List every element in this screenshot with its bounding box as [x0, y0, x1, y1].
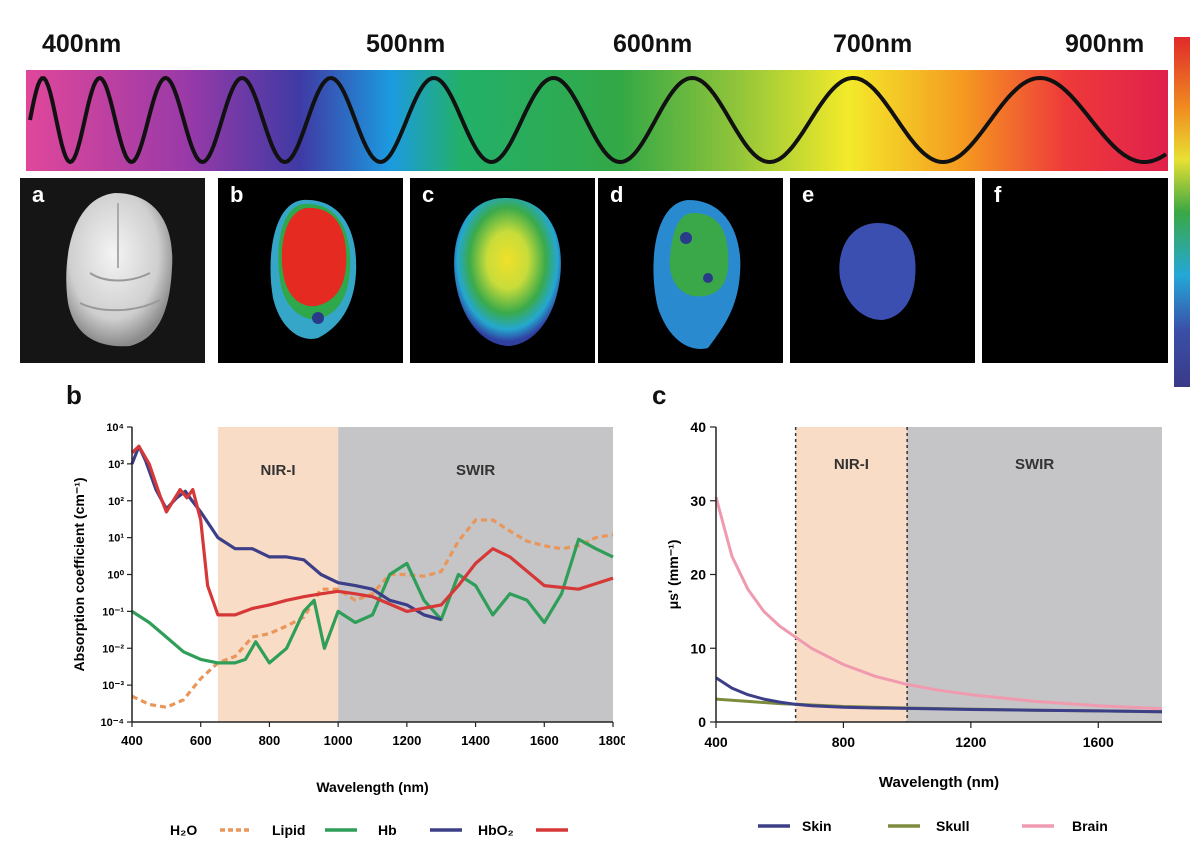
x-tick-label: 400	[704, 734, 728, 750]
panel-label-d: d	[610, 182, 624, 207]
legend-label-0: H₂O	[170, 822, 197, 838]
y-tick-label: 10⁻⁴	[101, 717, 124, 729]
visible-spectrum-bar	[26, 70, 1168, 171]
y-tick-label: 40	[690, 419, 706, 435]
y-tick-label: 30	[690, 493, 706, 509]
region-nir-i	[795, 427, 908, 722]
legend-label-1: Lipid	[272, 822, 305, 838]
panel-label-e: e	[802, 182, 815, 207]
y-tick-label: 10⁴	[106, 422, 124, 434]
y-tick-label: 20	[690, 567, 706, 583]
y-tick-label: 10⁻¹	[102, 606, 124, 618]
y-tick-label: 10²	[108, 496, 124, 508]
x-tick-label: 1600	[530, 733, 559, 748]
y-tick-label: 10⁻²	[102, 643, 124, 655]
y-tick-label: 10	[690, 640, 706, 656]
region-swir	[907, 427, 1162, 722]
panel-f-heatmap: f	[982, 178, 1168, 363]
scattering-chart: NIR-I SWIR 400 800 1200 1600 0 10 20 30 40 Wavelen…	[665, 419, 1163, 834]
region-label-swir: SWIR	[456, 462, 495, 479]
region-label-nir-i: NIR-I	[261, 462, 296, 479]
x-axis-title: Wavelength (nm)	[316, 779, 428, 795]
chart-label-c: c	[652, 380, 667, 410]
panel-label-b: b	[230, 182, 244, 207]
panel-label-f: f	[994, 182, 1002, 207]
y-tick-label: 10¹	[108, 533, 124, 545]
panel-label-a: a	[32, 182, 45, 207]
panel-c-heatmap: c	[410, 178, 595, 363]
x-tick-label: 1200	[955, 734, 986, 750]
x-tick-label: 400	[121, 733, 143, 748]
y-axis-title: Absorption coefficient (cm⁻¹)	[71, 477, 87, 671]
wavelength-label-600: 600nm	[613, 30, 693, 58]
chart-label-b: b	[66, 380, 82, 410]
region-nir-i	[217, 427, 339, 722]
panel-e-heatmap: e	[790, 178, 975, 363]
x-tick-label: 800	[259, 733, 281, 748]
legend-label-2: Hb	[378, 822, 397, 838]
wavelength-label-900: 900nm	[1065, 30, 1145, 58]
series-line-1	[131, 537, 614, 665]
series-line-3	[130, 444, 614, 617]
wave-line	[28, 75, 1168, 165]
region-label-swir: SWIR	[1015, 456, 1054, 473]
y-tick-label: 10⁰	[107, 570, 124, 582]
panel-d-heatmap: d	[598, 178, 783, 363]
spectrum-gradient	[26, 70, 1168, 171]
x-tick-label: 1400	[461, 733, 490, 748]
x-tick-label: 800	[832, 734, 856, 750]
wavelength-label-700: 700nm	[833, 30, 913, 58]
series-line-0	[131, 518, 614, 709]
legend-label-3: HbO₂	[478, 822, 514, 838]
color-scale-bar	[1174, 37, 1190, 387]
series-line-2	[714, 496, 1163, 711]
y-tick-label: 10⁻³	[102, 680, 124, 692]
panel-a-brain-photo: a	[20, 178, 205, 363]
legend-label-2: Brain	[1072, 818, 1108, 834]
x-axis-title: Wavelength (nm)	[879, 774, 999, 791]
legend-label-0: Skin	[802, 818, 832, 834]
region-label-nir-i: NIR-I	[834, 456, 869, 473]
legend-label-1: Skull	[936, 818, 969, 834]
y-tick-label: 10³	[108, 459, 124, 471]
panel-label-c: c	[422, 182, 435, 207]
absorption-chart: NIR-I SWIR 400 600 800 1000 1200 1400 1600 1800 1…	[71, 422, 625, 838]
x-tick-label: 600	[190, 733, 212, 748]
wavelength-label-500: 500nm	[366, 30, 446, 58]
panel-b-heatmap: b	[218, 178, 403, 363]
x-tick-label: 1800	[599, 733, 625, 748]
y-axis-title: μs' (mm⁻¹)	[665, 540, 681, 610]
y-tick-label: 0	[698, 714, 706, 730]
series-line-0	[715, 676, 1163, 714]
x-tick-label: 1600	[1083, 734, 1114, 750]
x-tick-label: 1200	[392, 733, 421, 748]
wavelength-label-400: 400nm	[42, 30, 122, 58]
x-tick-label: 1000	[324, 733, 353, 748]
